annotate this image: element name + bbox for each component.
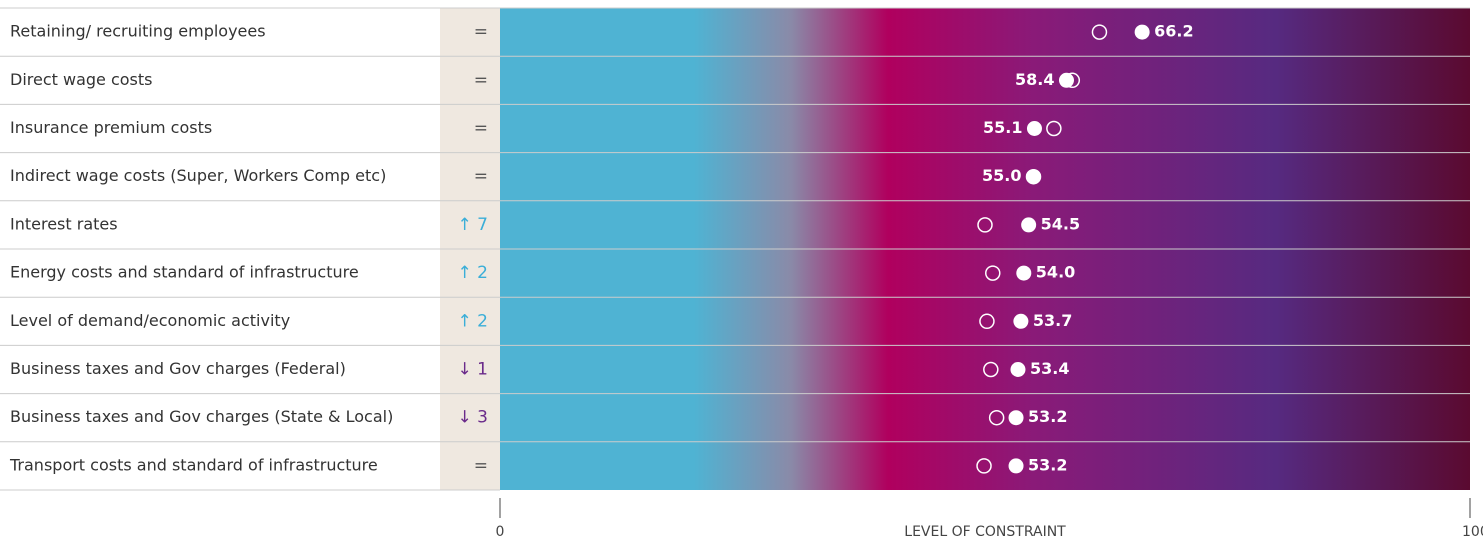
value-label: 53.4 xyxy=(1030,359,1069,378)
category-label: Level of demand/economic activity xyxy=(10,311,290,330)
x-axis-label: LEVEL OF CONSTRAINT xyxy=(904,524,1066,540)
previous-dot xyxy=(977,217,993,233)
category-label: Insurance premium costs xyxy=(10,118,212,137)
category-label: Retaining/ recruiting employees xyxy=(10,22,266,41)
value-label: 54.0 xyxy=(1036,263,1075,282)
change-indicator: = xyxy=(474,22,488,42)
previous-dot xyxy=(988,409,1005,426)
value-label: 54.5 xyxy=(1041,214,1080,233)
previous-dot xyxy=(1091,24,1108,40)
value-label: 55.0 xyxy=(982,166,1021,185)
previous-dot xyxy=(983,361,999,378)
change-indicator: ↑ 7 xyxy=(458,215,488,235)
category-label: Business taxes and Gov charges (Federal) xyxy=(10,359,346,378)
previous-dot xyxy=(979,313,995,330)
change-indicator: = xyxy=(474,119,488,139)
value-label: 66.2 xyxy=(1154,22,1193,41)
value-label: 55.1 xyxy=(983,118,1022,137)
category-label: Business taxes and Gov charges (State & … xyxy=(10,407,393,426)
category-label: Interest rates xyxy=(10,214,118,233)
current-dot xyxy=(1010,362,1026,377)
current-dot xyxy=(1021,217,1037,233)
current-dot xyxy=(1016,265,1032,281)
current-dot xyxy=(1134,24,1150,40)
previous-dot xyxy=(1046,120,1062,137)
current-dot xyxy=(1008,410,1024,426)
change-indicator: = xyxy=(474,456,488,476)
x-tick-label: 100 xyxy=(1462,524,1483,540)
current-dot xyxy=(1058,72,1074,88)
previous-dot xyxy=(985,265,1001,281)
change-indicator: = xyxy=(474,167,488,187)
value-label: 53.2 xyxy=(1028,455,1067,474)
category-label: Indirect wage costs (Super, Workers Comp… xyxy=(10,166,386,185)
category-label: Direct wage costs xyxy=(10,70,153,89)
category-label: Energy costs and standard of infrastruct… xyxy=(10,263,359,282)
value-label: 53.2 xyxy=(1028,407,1067,426)
change-indicator: ↓ 3 xyxy=(458,408,488,428)
value-label: 53.7 xyxy=(1033,311,1072,330)
current-dot xyxy=(1026,121,1042,136)
previous-dot xyxy=(976,458,992,474)
x-tick-label: 0 xyxy=(496,524,505,540)
change-indicator: ↑ 2 xyxy=(458,263,488,283)
category-label: Transport costs and standard of infrastr… xyxy=(9,455,378,474)
current-dot xyxy=(1026,169,1041,185)
change-indicator: ↑ 2 xyxy=(458,311,488,331)
current-dot xyxy=(1013,313,1029,329)
current-dot xyxy=(1008,458,1024,474)
change-indicator: ↓ 1 xyxy=(458,360,488,380)
change-indicator: = xyxy=(474,70,488,90)
value-label: 58.4 xyxy=(1015,70,1054,89)
